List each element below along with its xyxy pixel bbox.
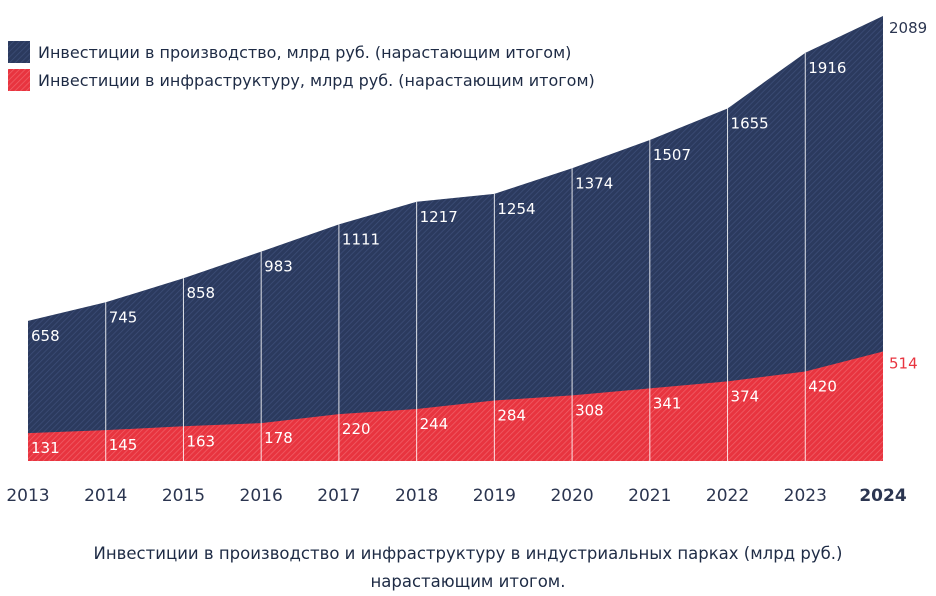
- area-chart: 658 131 745 145 858 163 983 178 1111 220 1217 244 12…: [6, 16, 927, 506]
- x-tick-2014: 2014: [84, 486, 127, 506]
- chart-area: 658 131 745 145 858 163 983 178 1111 220 1217 244 12…: [6, 16, 927, 506]
- legend-label-infrastructure: Инвестиции в инфраструктуру, млрд руб. (…: [38, 70, 595, 90]
- caption-line-1: Инвестиции в производство и инфраструкту…: [93, 544, 843, 563]
- value-label-infrastructure-2020: 308: [575, 401, 604, 419]
- value-label-infrastructure-2024: 514: [889, 355, 918, 373]
- legend-item-production: Инвестиции в производство, млрд руб. (на…: [8, 38, 595, 66]
- value-label-infrastructure-2018: 244: [420, 415, 449, 433]
- x-tick-2024: 2024: [859, 486, 906, 506]
- value-label-infrastructure-2019: 284: [497, 407, 526, 425]
- value-label-infrastructure-2015: 163: [186, 432, 215, 450]
- x-tick-2013: 2013: [6, 486, 49, 506]
- value-label-infrastructure-2021: 341: [653, 394, 682, 412]
- area-production: [28, 16, 883, 461]
- chart-caption: Инвестиции в производство и инфраструкту…: [0, 540, 936, 596]
- value-label-production-2022: 1655: [731, 114, 769, 132]
- value-label-infrastructure-2017: 220: [342, 420, 371, 438]
- x-tick-2018: 2018: [395, 486, 438, 506]
- value-label-production-2018: 1217: [420, 208, 458, 226]
- value-label-production-2015: 858: [186, 284, 215, 302]
- area-infrastructure: [28, 351, 883, 461]
- x-tick-2023: 2023: [784, 486, 827, 506]
- value-label-infrastructure-2022: 374: [731, 387, 760, 405]
- value-label-infrastructure-2014: 145: [109, 436, 138, 454]
- value-label-production-2021: 1507: [653, 146, 691, 164]
- value-label-production-2013: 658: [31, 327, 60, 345]
- value-label-infrastructure-2016: 178: [264, 429, 293, 447]
- x-tick-2021: 2021: [628, 486, 671, 506]
- value-label-infrastructure-2013: 131: [31, 439, 60, 457]
- value-label-production-2019: 1254: [497, 200, 535, 218]
- x-tick-2017: 2017: [317, 486, 360, 506]
- value-label-production-2017: 1111: [342, 230, 380, 248]
- legend-item-infrastructure: Инвестиции в инфраструктуру, млрд руб. (…: [8, 66, 595, 94]
- x-tick-2016: 2016: [240, 486, 283, 506]
- x-tick-2019: 2019: [473, 486, 516, 506]
- caption-line-2: нарастающим итогом.: [370, 572, 566, 591]
- value-label-production-2020: 1374: [575, 174, 613, 192]
- value-label-production-2024: 2089: [889, 19, 927, 37]
- value-label-infrastructure-2023: 420: [808, 378, 837, 396]
- legend: Инвестиции в производство, млрд руб. (на…: [8, 38, 595, 94]
- value-label-production-2016: 983: [264, 258, 293, 276]
- legend-swatch-infrastructure: [8, 69, 30, 91]
- x-tick-2015: 2015: [162, 486, 205, 506]
- legend-label-production: Инвестиции в производство, млрд руб. (на…: [38, 42, 572, 62]
- value-label-production-2023: 1916: [808, 59, 846, 77]
- legend-swatch-production: [8, 41, 30, 63]
- value-label-production-2014: 745: [109, 308, 138, 326]
- x-tick-2022: 2022: [706, 486, 749, 506]
- x-tick-2020: 2020: [550, 486, 593, 506]
